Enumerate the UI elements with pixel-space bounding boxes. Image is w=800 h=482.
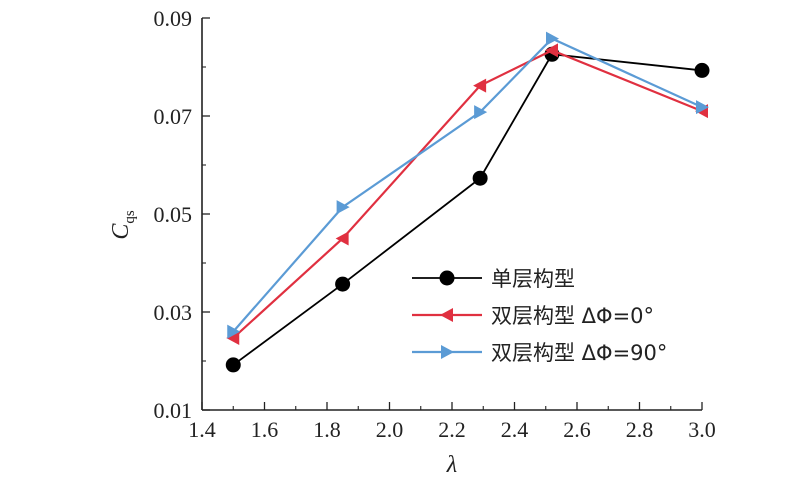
legend-marker bbox=[440, 308, 453, 322]
data-point bbox=[336, 200, 350, 215]
data-point bbox=[226, 330, 240, 345]
axes: 1.4 1.6 1.8 2.0 2.2 2.4 2.6 2.8 3.0 0.01 0.03 0.05 0… bbox=[108, 6, 716, 478]
legend-label: 双层构型 ΔΦ=0° bbox=[491, 304, 654, 328]
data-point bbox=[225, 357, 241, 373]
y-tick-label: 0.01 bbox=[154, 398, 193, 423]
y-tick-label: 0.09 bbox=[154, 6, 193, 31]
data-point bbox=[696, 100, 709, 115]
x-tick-label: 1.4 bbox=[188, 417, 216, 442]
legend-marker bbox=[441, 345, 454, 359]
data-point bbox=[335, 276, 351, 292]
series-line bbox=[232, 49, 703, 339]
x-tick-label: 3.0 bbox=[688, 417, 716, 442]
legend-label: 双层构型 ΔΦ=90° bbox=[491, 341, 667, 365]
x-tick-label: 2.0 bbox=[376, 417, 404, 442]
y-tick-label: 0.05 bbox=[154, 202, 193, 227]
y-axis-label-main: C bbox=[108, 223, 134, 240]
legend-label: 单层构型 bbox=[491, 267, 575, 291]
y-tick-label: 0.07 bbox=[154, 104, 193, 129]
data-point bbox=[545, 43, 558, 58]
x-tick-label: 2.6 bbox=[563, 417, 591, 442]
x-tick-label: 1.8 bbox=[313, 417, 341, 442]
data-point bbox=[335, 231, 349, 246]
data-point bbox=[694, 62, 710, 78]
y-axis-label: Cqs bbox=[108, 210, 138, 240]
data-point bbox=[472, 170, 488, 186]
data-point bbox=[474, 105, 488, 120]
x-tick-label: 2.2 bbox=[438, 417, 466, 442]
y-tick-label: 0.03 bbox=[154, 300, 193, 325]
data-point bbox=[546, 31, 559, 46]
series-2 bbox=[227, 31, 709, 339]
x-tick-label: 2.4 bbox=[501, 417, 529, 442]
x-tick-label: 2.8 bbox=[626, 417, 654, 442]
series-1 bbox=[226, 43, 708, 345]
data-point bbox=[473, 78, 487, 93]
data-point bbox=[227, 324, 241, 339]
x-tick-label: 1.6 bbox=[251, 417, 279, 442]
x-axis-label: λ bbox=[446, 452, 457, 478]
y-axis-label-subscript: qs bbox=[122, 210, 138, 224]
series-0 bbox=[225, 46, 710, 373]
legend-marker bbox=[439, 270, 455, 286]
series-layer bbox=[225, 31, 710, 373]
